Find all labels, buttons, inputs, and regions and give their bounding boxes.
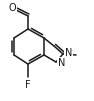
Text: N: N [65,48,72,58]
Text: F: F [25,80,31,90]
Text: O: O [8,3,16,13]
Text: N: N [58,58,65,68]
